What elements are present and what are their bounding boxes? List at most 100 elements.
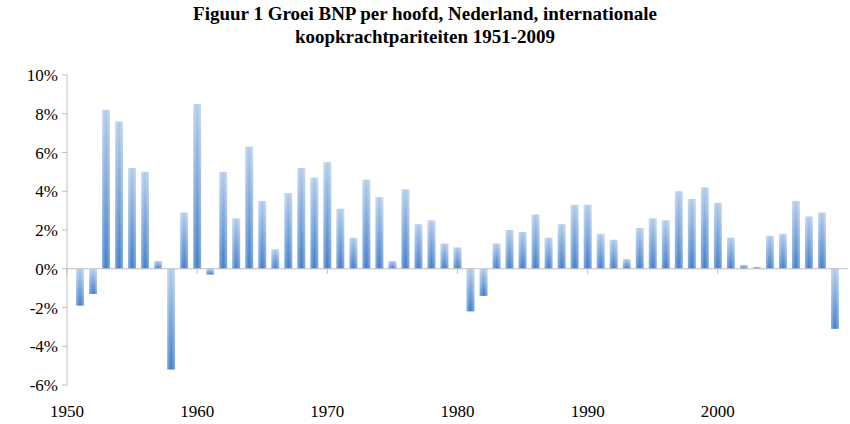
bar xyxy=(584,205,592,269)
bar xyxy=(688,199,696,269)
bar-shine xyxy=(284,193,292,269)
bar-shine xyxy=(545,238,553,269)
bar xyxy=(362,180,370,269)
bar-shine xyxy=(428,220,436,268)
bar-shine xyxy=(623,259,631,269)
bar xyxy=(232,218,240,268)
bar xyxy=(649,218,657,268)
bar xyxy=(454,247,462,268)
bar xyxy=(597,234,605,269)
bar xyxy=(493,244,501,269)
bar-shine xyxy=(779,234,787,269)
bar-shine xyxy=(336,209,344,269)
bar-shine xyxy=(467,269,475,312)
bar xyxy=(167,269,175,370)
bar xyxy=(545,238,553,269)
bar xyxy=(519,232,527,269)
bar-shine xyxy=(805,216,813,268)
bar xyxy=(779,234,787,269)
bar xyxy=(532,215,540,269)
x-tick-label: 2000 xyxy=(701,402,735,421)
bar-shine xyxy=(323,162,331,269)
bar xyxy=(258,201,266,269)
bar xyxy=(323,162,331,269)
bar-shine xyxy=(532,215,540,269)
bar xyxy=(441,244,449,269)
bar xyxy=(675,191,683,269)
bar-shine xyxy=(297,168,305,269)
y-tick xyxy=(62,346,67,347)
bar-shine xyxy=(415,224,423,269)
bar-shine xyxy=(362,180,370,269)
bar-shine xyxy=(740,265,748,269)
bar-shine xyxy=(402,189,410,268)
x-tick-label: 1950 xyxy=(50,402,84,421)
bar-shine xyxy=(375,197,383,269)
x-tick xyxy=(457,269,458,274)
bar-shine xyxy=(506,230,514,269)
bar-shine xyxy=(193,104,201,269)
bar xyxy=(89,269,97,294)
y-tick xyxy=(62,307,67,308)
y-tick-label: 2% xyxy=(35,221,58,240)
y-tick xyxy=(62,385,67,386)
bar-shine xyxy=(102,110,110,269)
bar xyxy=(740,265,748,269)
bar xyxy=(389,261,397,269)
bar-shine xyxy=(310,178,318,269)
bar xyxy=(115,122,123,269)
bar-shine xyxy=(597,234,605,269)
y-tick xyxy=(62,113,67,114)
bar xyxy=(818,213,826,269)
bars xyxy=(76,104,839,369)
bar-shine xyxy=(571,205,579,269)
bar xyxy=(271,249,279,268)
bar-shine xyxy=(480,269,488,296)
x-tick-label: 1980 xyxy=(441,402,475,421)
y-tick-label: -2% xyxy=(30,299,58,318)
bar-shine xyxy=(584,205,592,269)
bar xyxy=(310,178,318,269)
bar xyxy=(623,259,631,269)
bar xyxy=(297,168,305,269)
bar xyxy=(636,228,644,269)
bar-shine xyxy=(636,228,644,269)
bar xyxy=(336,209,344,269)
bar xyxy=(766,236,774,269)
bar-shine xyxy=(389,261,397,269)
y-tick-label: 0% xyxy=(35,260,58,279)
bar xyxy=(180,213,188,269)
bar-shine xyxy=(154,261,162,269)
bar-shine xyxy=(141,172,149,269)
bar xyxy=(662,220,670,268)
bar xyxy=(245,147,253,269)
bar xyxy=(102,110,110,269)
bar xyxy=(480,269,488,296)
bar-shine xyxy=(493,244,501,269)
bar-shine xyxy=(271,249,279,268)
x-tick xyxy=(197,269,198,274)
bar-shine xyxy=(675,191,683,269)
bar-shine xyxy=(558,224,566,269)
y-tick-label: 6% xyxy=(35,144,58,163)
bar xyxy=(402,189,410,268)
bar-shine xyxy=(219,172,227,269)
bar xyxy=(375,197,383,269)
bar xyxy=(141,172,149,269)
bar-shine xyxy=(714,203,722,269)
bar xyxy=(284,193,292,269)
x-tick-label: 1990 xyxy=(571,402,605,421)
bar xyxy=(206,269,214,275)
bar-shine xyxy=(232,218,240,268)
chart: -6%-4%-2%0%2%4%6%8%10%195019601970198019… xyxy=(0,0,850,424)
bar xyxy=(467,269,475,312)
bar-shine xyxy=(831,269,839,329)
y-tick-label: -4% xyxy=(30,337,58,356)
bar-shine xyxy=(519,232,527,269)
bar xyxy=(701,187,709,268)
bar-shine xyxy=(649,218,657,268)
bar xyxy=(831,269,839,329)
bar-shine xyxy=(688,199,696,269)
bar xyxy=(349,238,357,269)
bar xyxy=(219,172,227,269)
